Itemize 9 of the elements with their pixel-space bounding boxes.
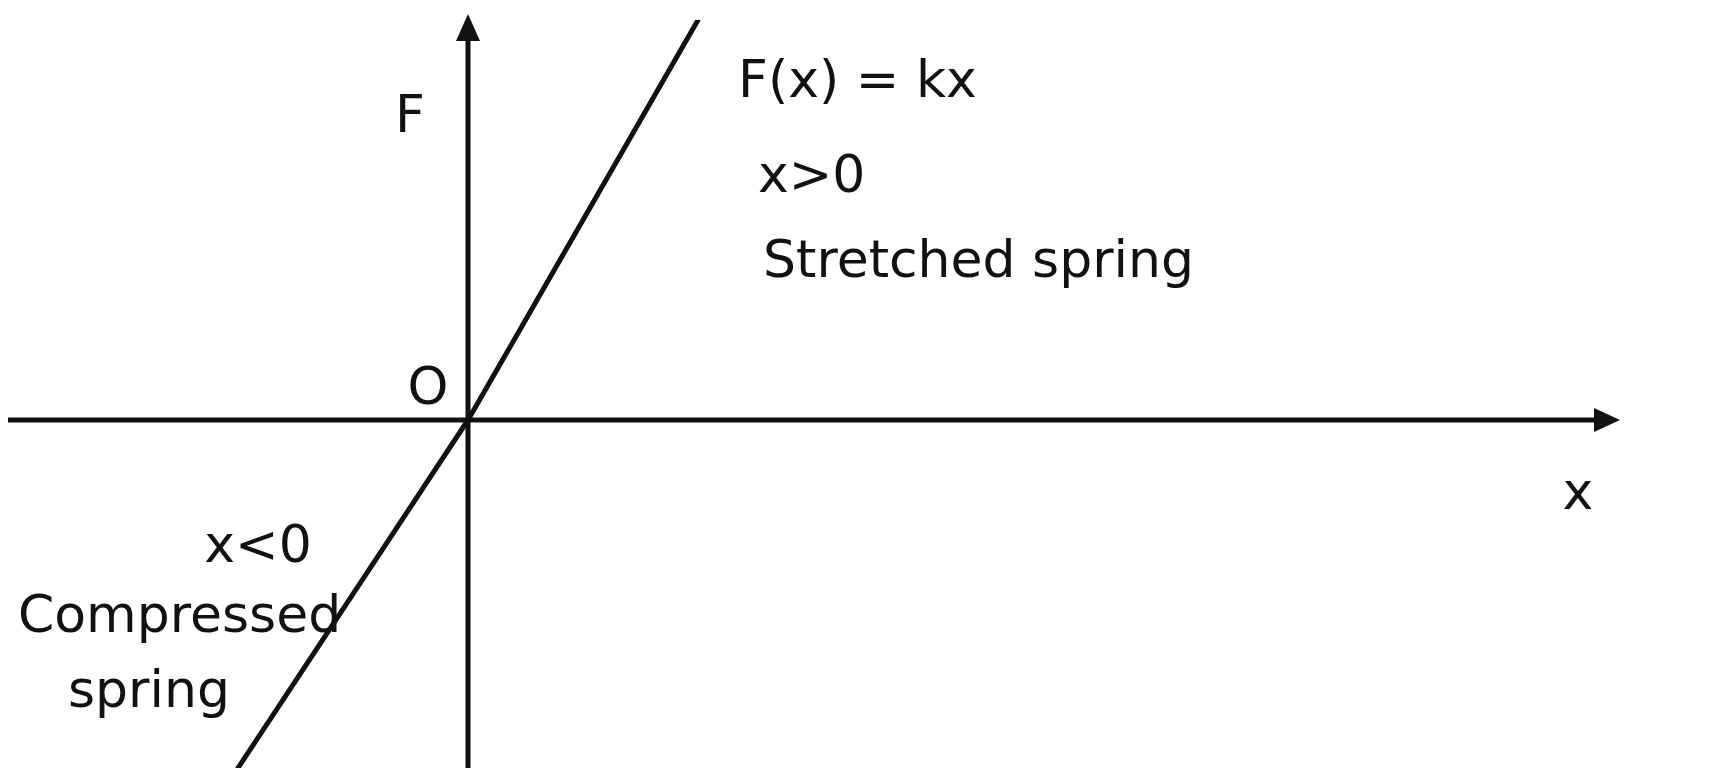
annotation: F(x) = kx (738, 48, 977, 109)
annotation: Compressed (18, 583, 342, 644)
y-axis-title: F (395, 83, 425, 144)
x-axis-title: x (1562, 460, 1594, 521)
annotation: Stretched spring (763, 228, 1194, 289)
annotation: O (407, 355, 449, 416)
annotation: x>0 (758, 143, 866, 204)
annotation: x<0 (204, 513, 312, 574)
annotation: spring (68, 658, 230, 719)
